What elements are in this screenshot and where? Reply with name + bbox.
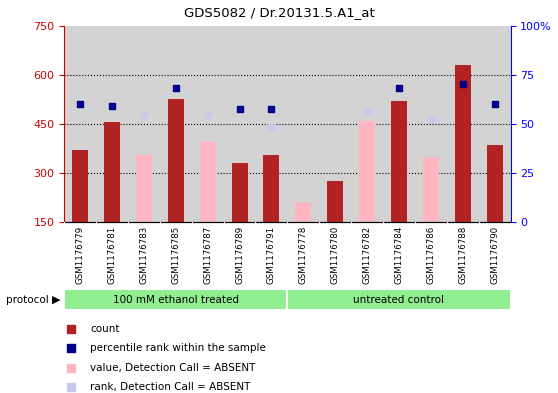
- Bar: [487, 145, 503, 222]
- Text: GSM1176781: GSM1176781: [108, 225, 117, 284]
- Text: GSM1176784: GSM1176784: [395, 225, 403, 284]
- Bar: [136, 155, 152, 222]
- Text: GSM1176790: GSM1176790: [490, 225, 499, 283]
- Bar: [359, 121, 375, 222]
- Text: GDS5082 / Dr.20131.5.A1_at: GDS5082 / Dr.20131.5.A1_at: [184, 6, 374, 19]
- Bar: [391, 101, 407, 222]
- Bar: [423, 156, 439, 222]
- Text: GSM1176786: GSM1176786: [426, 225, 435, 284]
- Text: GSM1176783: GSM1176783: [140, 225, 148, 284]
- Bar: [263, 155, 280, 222]
- Bar: [455, 65, 471, 222]
- Text: GSM1176782: GSM1176782: [363, 225, 372, 284]
- Bar: [168, 99, 184, 222]
- Text: percentile rank within the sample: percentile rank within the sample: [90, 343, 266, 353]
- Bar: [72, 150, 88, 222]
- Text: GSM1176789: GSM1176789: [235, 225, 244, 283]
- Text: GSM1176787: GSM1176787: [203, 225, 212, 284]
- Text: rank, Detection Call = ABSENT: rank, Detection Call = ABSENT: [90, 382, 251, 393]
- Text: GSM1176791: GSM1176791: [267, 225, 276, 283]
- Text: ▶: ▶: [52, 295, 60, 305]
- Bar: [64, 289, 287, 310]
- Bar: [104, 122, 120, 222]
- Text: untreated control: untreated control: [353, 295, 445, 305]
- Text: GSM1176785: GSM1176785: [171, 225, 180, 284]
- Bar: [327, 181, 343, 222]
- Bar: [287, 289, 511, 310]
- Text: GSM1176779: GSM1176779: [76, 225, 85, 283]
- Text: GSM1176788: GSM1176788: [458, 225, 467, 284]
- Text: count: count: [90, 323, 119, 334]
- Bar: [200, 142, 215, 222]
- Text: value, Detection Call = ABSENT: value, Detection Call = ABSENT: [90, 363, 256, 373]
- Text: GSM1176778: GSM1176778: [299, 225, 308, 284]
- Bar: [295, 202, 311, 222]
- Text: GSM1176780: GSM1176780: [331, 225, 340, 284]
- Text: protocol: protocol: [6, 295, 49, 305]
- Bar: [232, 163, 248, 222]
- Text: 100 mM ethanol treated: 100 mM ethanol treated: [113, 295, 239, 305]
